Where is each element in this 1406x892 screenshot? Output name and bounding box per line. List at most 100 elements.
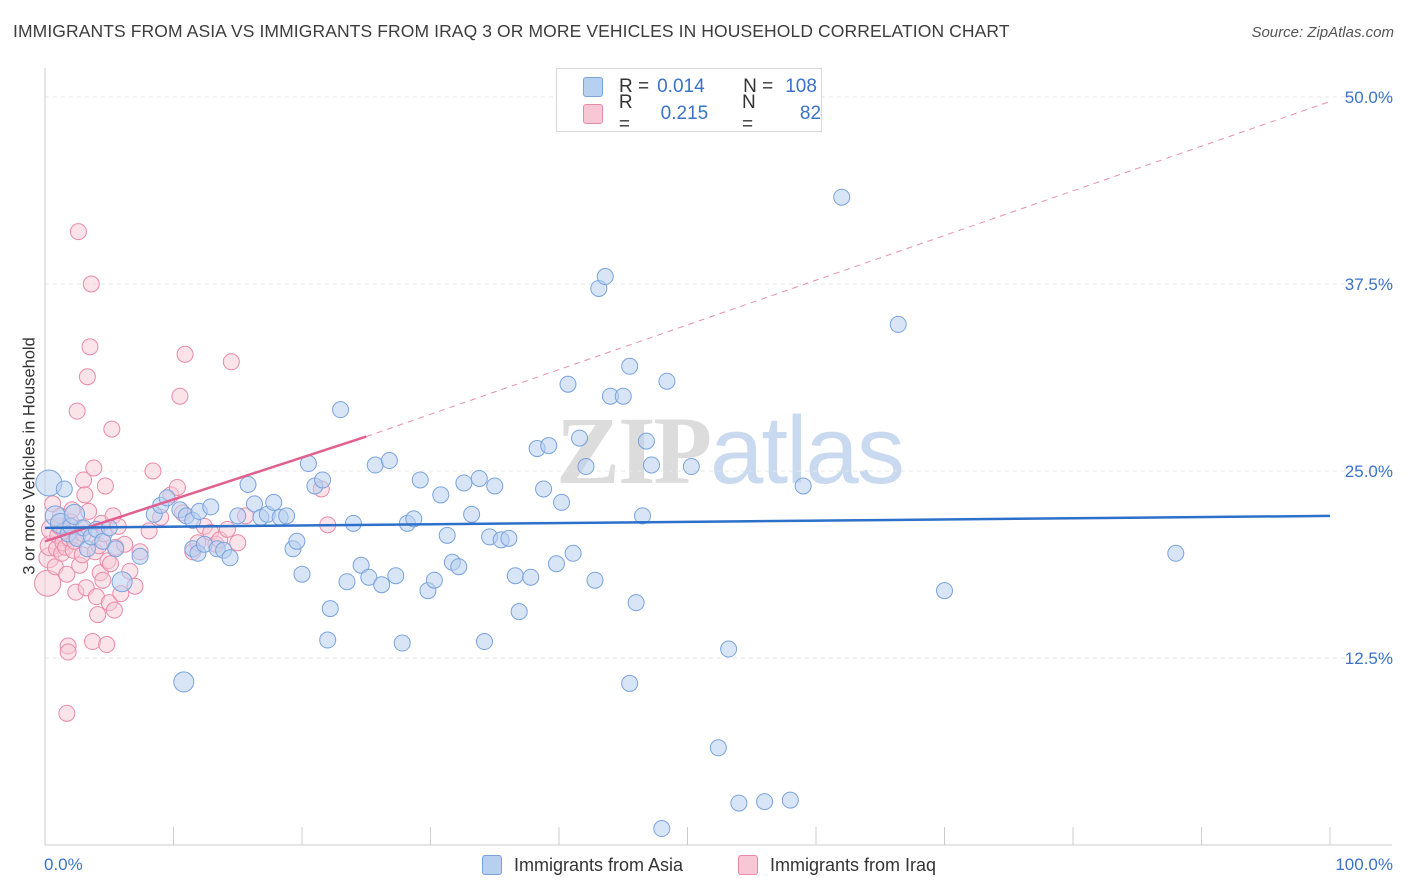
iraq-point xyxy=(168,478,186,496)
asia-point xyxy=(278,507,296,525)
asia-point xyxy=(380,452,398,470)
iraq-point xyxy=(229,534,247,552)
asia-point xyxy=(64,503,86,525)
y-tick-label: 50.0% xyxy=(1345,88,1393,107)
asia-point xyxy=(332,401,350,419)
asia-point xyxy=(393,634,411,652)
iraq-trend-line xyxy=(44,435,367,543)
watermark: ZIPatlas xyxy=(556,395,905,506)
axes xyxy=(44,68,1392,846)
iraq-point xyxy=(94,571,112,589)
asia-point xyxy=(463,505,481,523)
asia-point xyxy=(455,474,473,492)
asia-point xyxy=(288,532,306,550)
asia-point xyxy=(131,547,149,565)
asia-point xyxy=(314,471,332,489)
iraq-point xyxy=(68,402,86,420)
asia-point xyxy=(682,458,700,476)
iraq-point xyxy=(69,223,87,241)
asia-point xyxy=(730,794,748,812)
asia-point xyxy=(571,429,589,447)
asia-point xyxy=(425,571,443,589)
asia-point xyxy=(634,507,652,525)
asia-point xyxy=(221,549,239,567)
asia-point xyxy=(559,375,577,393)
asia-point xyxy=(540,437,558,455)
asia-point xyxy=(55,480,73,498)
iraq-point xyxy=(105,601,123,619)
asia-point xyxy=(321,600,339,618)
asia-point xyxy=(319,631,337,649)
asia-point xyxy=(500,529,518,547)
asia-point xyxy=(535,480,553,498)
asia-point xyxy=(658,372,676,390)
legend-asia-n-value: 108 xyxy=(785,76,817,97)
asia-point xyxy=(202,498,220,516)
iraq-point xyxy=(171,387,189,405)
asia-point xyxy=(621,357,639,375)
asia-point xyxy=(637,432,655,450)
bottom-legend-asia: Immigrants from Asia xyxy=(482,852,683,878)
asia-point xyxy=(293,565,311,583)
chart-title: IMMIGRANTS FROM ASIA VS IMMIGRANTS FROM … xyxy=(13,21,1010,41)
asia-point xyxy=(265,493,283,511)
iraq-point xyxy=(81,338,99,356)
iraq-point xyxy=(176,345,194,363)
tick-labels: 12.5% 25.0% 37.5% 50.0% 0.0% 100.0% xyxy=(44,88,1393,874)
iraq-point xyxy=(78,368,96,386)
legend-asia-r-value: 0.014 xyxy=(657,76,705,97)
x-tick-label: 0.0% xyxy=(44,855,83,874)
bottom-legend-swatch-asia xyxy=(482,855,502,875)
asia-point xyxy=(564,544,582,562)
asia-point xyxy=(510,603,528,621)
asia-point xyxy=(781,791,799,809)
asia-point xyxy=(553,493,571,511)
asia-point xyxy=(229,507,247,525)
legend-row-iraq: R = 0.215 N = 82 xyxy=(583,92,821,135)
iraq-point xyxy=(89,606,107,624)
asia-point xyxy=(475,633,493,651)
asia-point xyxy=(720,640,738,658)
trend-lines-dashed xyxy=(366,101,1331,438)
y-tick-label: 37.5% xyxy=(1345,275,1393,294)
asia-point xyxy=(173,671,195,693)
legend-iraq-r-value: 0.215 xyxy=(660,103,709,124)
iraq-point xyxy=(144,462,162,480)
bottom-legend-label-asia: Immigrants from Asia xyxy=(514,854,684,875)
iraq-trend-dashed xyxy=(366,101,1331,438)
iraq-point xyxy=(82,275,100,293)
asia-point xyxy=(432,486,450,504)
asia-point xyxy=(653,820,671,838)
asia-trend-line xyxy=(44,514,1331,530)
bottom-legend-swatch-iraq xyxy=(738,855,758,875)
iraq-point xyxy=(98,636,116,654)
source-credit: Source: ZipAtlas.com xyxy=(1251,24,1394,41)
asia-point xyxy=(522,568,540,586)
asia-point xyxy=(360,568,378,586)
y-tick-label: 25.0% xyxy=(1345,462,1393,481)
correlation-legend: R = 0.014 N = 108 R = 0.215 N = 82 xyxy=(556,68,822,135)
asia-point xyxy=(709,739,727,757)
asia-point xyxy=(107,540,125,558)
asia-point xyxy=(756,793,774,811)
asia-point xyxy=(438,526,456,544)
asia-point xyxy=(111,571,133,593)
iraq-point xyxy=(222,353,240,371)
gridlines xyxy=(45,96,1392,659)
asia-point xyxy=(450,558,468,576)
asia-point xyxy=(366,456,384,474)
asia-point xyxy=(621,674,639,692)
iraq-point xyxy=(59,643,77,661)
legend-row-asia: R = 0.014 N = 108 xyxy=(583,74,817,100)
asia-point xyxy=(577,458,595,476)
iraq-point xyxy=(140,522,158,540)
asia-point xyxy=(344,514,362,532)
iraq-point xyxy=(85,459,103,477)
iraq-point xyxy=(58,565,76,583)
asia-point xyxy=(547,555,565,573)
asia-point xyxy=(338,573,356,591)
asia-point xyxy=(627,594,645,612)
asia-point xyxy=(405,510,423,528)
y-tick-label: 12.5% xyxy=(1345,649,1393,668)
